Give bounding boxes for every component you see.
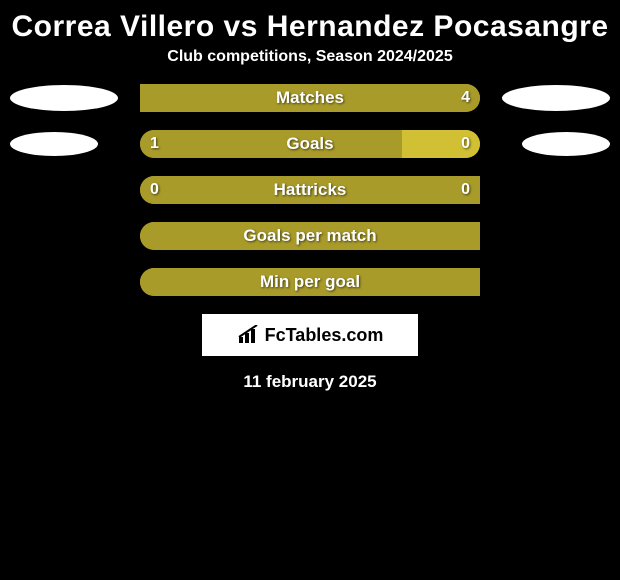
bar-track: Matches4 [140, 84, 480, 112]
stat-row: Hattricks00 [0, 176, 620, 204]
bars-container: Matches4 Goals10 Hattricks00 Goals per matc… [0, 84, 620, 296]
bar-track: Min per goal [140, 268, 480, 296]
bar-fill-left [140, 176, 480, 204]
subtitle: Club competitions, Season 2024/2025 [0, 48, 620, 84]
stat-row: Min per goal [0, 268, 620, 296]
bar-track: Goals10 [140, 130, 480, 158]
source-badge: FcTables.com [202, 314, 418, 356]
bar-fill-left [140, 130, 402, 158]
bar-fill-left [140, 222, 480, 250]
bar-track: Goals per match [140, 222, 480, 250]
player-slot-oval [10, 85, 118, 111]
footer-date: 11 february 2025 [0, 372, 620, 392]
bar-fill-left [140, 268, 480, 296]
h2h-card: Correa Villero vs Hernandez Pocasangre C… [0, 0, 620, 392]
player-slot-oval [502, 85, 610, 111]
bar-fill-right [140, 84, 480, 112]
bar-fill-right [402, 130, 480, 158]
stat-row: Goals per match [0, 222, 620, 250]
source-badge-text: FcTables.com [265, 325, 384, 346]
player-slot-oval [10, 132, 98, 156]
player-slot-oval [522, 132, 610, 156]
bar-track: Hattricks00 [140, 176, 480, 204]
page-title: Correa Villero vs Hernandez Pocasangre [0, 0, 620, 48]
chart-icon [237, 325, 261, 345]
